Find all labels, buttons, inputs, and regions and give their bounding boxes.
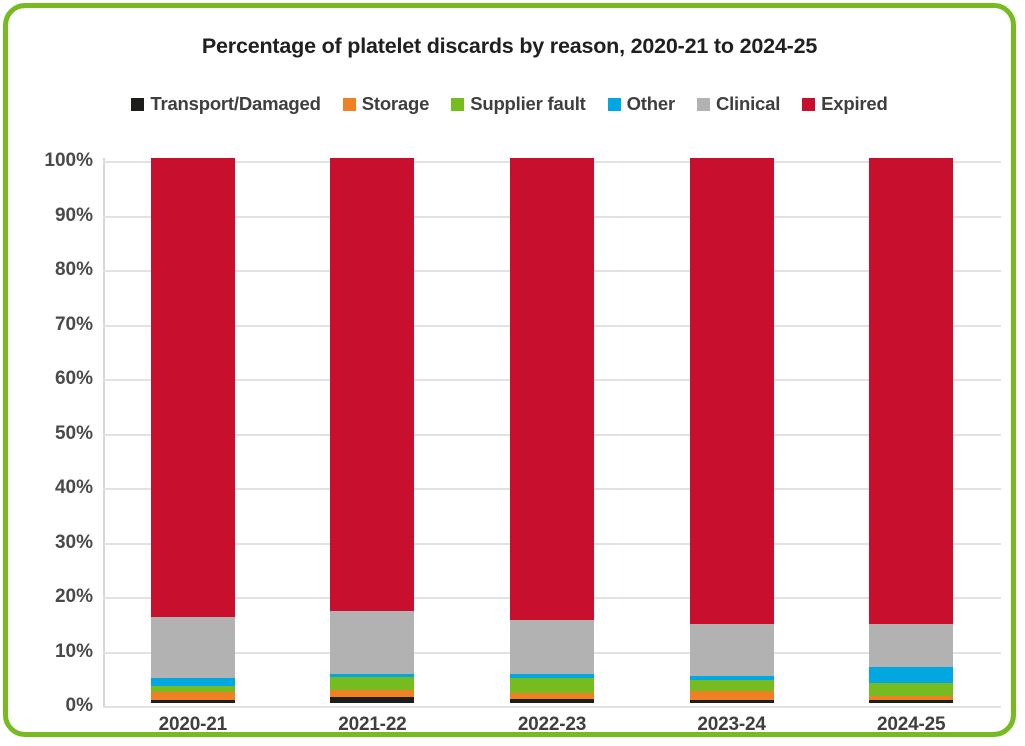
bar-segment-storage-2022-23[interactable] [509,693,594,700]
bar-segment-expired-2020-21[interactable] [150,158,235,617]
bar-segment-clinical-2023-24[interactable] [689,624,774,677]
legend-swatch-transport-damaged [131,97,145,111]
bar-segment-supplier-fault-2024-25[interactable] [869,682,954,696]
legend-item-clinical[interactable]: Clinical [696,93,781,115]
legend-item-other[interactable]: Other [607,93,676,115]
bar-segment-clinical-2022-23[interactable] [509,620,594,675]
chart-legend: Transport/Damaged Storage Supplier fault… [8,93,1011,115]
bar-segment-other-2022-23[interactable] [509,674,594,678]
y-axis-tick-20%: 20% [54,586,93,607]
legend-item-storage[interactable]: Storage [342,93,430,115]
bar-segment-other-2024-25[interactable] [869,667,954,683]
x-axis-label-2020-21: 2020-21 [158,714,228,735]
legend-label-storage: Storage [361,93,430,114]
legend-swatch-storage [342,97,356,111]
legend-swatch-expired [802,97,816,111]
legend-item-transport-damaged[interactable]: Transport/Damaged [131,93,321,115]
bar-segment-expired-2024-25[interactable] [869,158,954,624]
legend-swatch-clinical [696,97,710,111]
bar-segment-other-2023-24[interactable] [689,676,774,681]
stacked-bar-2023-24[interactable] [689,158,774,703]
y-axis-tick-10%: 10% [54,640,93,662]
bar-segment-transport-damaged-2023-24[interactable] [689,699,774,703]
bar-segment-other-2020-21[interactable] [150,677,235,687]
legend-item-supplier-fault[interactable]: Supplier fault [451,93,586,115]
legend-swatch-other [607,97,621,111]
bar-slot-2021-22 [283,158,463,706]
bar-segment-transport-damaged-2020-21[interactable] [150,700,235,703]
gridline-0% [103,706,1001,708]
bar-segment-expired-2021-22[interactable] [330,158,415,611]
legend-item-expired[interactable]: Expired [802,93,888,115]
x-axis-label-2023-24: 2023-24 [697,714,766,735]
y-axis-tick-70%: 70% [54,313,93,335]
bar-segment-other-2021-22[interactable] [330,673,415,677]
legend-label-supplier-fault: Supplier fault [470,93,586,114]
chart-title: Percentage of platelet discards by reaso… [201,34,818,58]
x-axis-label-2021-22: 2021-22 [338,714,407,735]
bar-segment-storage-2023-24[interactable] [689,691,774,700]
y-axis-tick-0%: 0% [65,695,93,716]
bar-slot-2023-24 [642,158,822,706]
y-axis-labels: 0% 10% 20% 30% 40% 50% 60% 70% 80% 90% 100% [13,150,93,716]
bar-segment-storage-2020-21[interactable] [150,692,235,701]
y-axis-tick-30%: 30% [54,531,93,553]
x-axis-labels: 2020-21 2021-22 2022-23 2023-24 2024-25 [103,714,1001,735]
y-axis-tick-60%: 60% [54,368,93,389]
bar-segment-expired-2023-24[interactable] [689,158,774,624]
y-axis-tick-100%: 100% [44,150,93,171]
legend-label-other: Other [626,93,676,114]
legend-label-clinical: Clinical [715,93,781,114]
bar-segment-expired-2022-23[interactable] [509,158,594,621]
bar-segment-supplier-fault-2022-23[interactable] [509,677,594,694]
bar-segment-clinical-2024-25[interactable] [869,624,954,668]
y-axis-tick-50%: 50% [54,422,93,444]
legend-swatch-supplier-fault [451,97,465,111]
bar-segment-clinical-2021-22[interactable] [330,610,415,674]
stacked-bar-2022-23[interactable] [509,158,594,703]
bar-segment-transport-damaged-2021-22[interactable] [330,697,415,703]
bar-segment-storage-2021-22[interactable] [330,689,415,698]
stacked-bar-2021-22[interactable] [330,158,415,703]
bar-segment-transport-damaged-2024-25[interactable] [869,699,954,703]
legend-label-expired: Expired [821,93,888,114]
stacked-bar-2020-21[interactable] [150,158,235,703]
bar-slot-2022-23 [462,158,642,706]
bar-segment-supplier-fault-2021-22[interactable] [330,676,415,690]
chart-frame: Percentage of platelet discards by reaso… [3,3,1016,737]
x-axis-label-2022-23: 2022-23 [517,714,587,735]
bar-segment-supplier-fault-2020-21[interactable] [150,686,235,693]
bar-segment-transport-damaged-2022-23[interactable] [509,699,594,703]
bar-series-container [103,158,1001,706]
stacked-bar-2024-25[interactable] [869,158,954,703]
legend-label-transport-damaged: Transport/Damaged [150,93,321,114]
bar-segment-storage-2024-25[interactable] [869,695,954,700]
bar-slot-2020-21 [103,158,283,706]
y-axis-tick-90%: 90% [54,204,93,226]
y-axis-tick-80%: 80% [54,259,93,280]
y-axis-tick-40%: 40% [54,477,93,498]
bar-segment-supplier-fault-2023-24[interactable] [689,680,774,692]
y-axis-line [103,158,105,706]
x-axis-label-2024-25: 2024-25 [877,714,946,735]
bar-slot-2024-25 [821,158,1001,706]
bar-segment-clinical-2020-21[interactable] [150,616,235,678]
